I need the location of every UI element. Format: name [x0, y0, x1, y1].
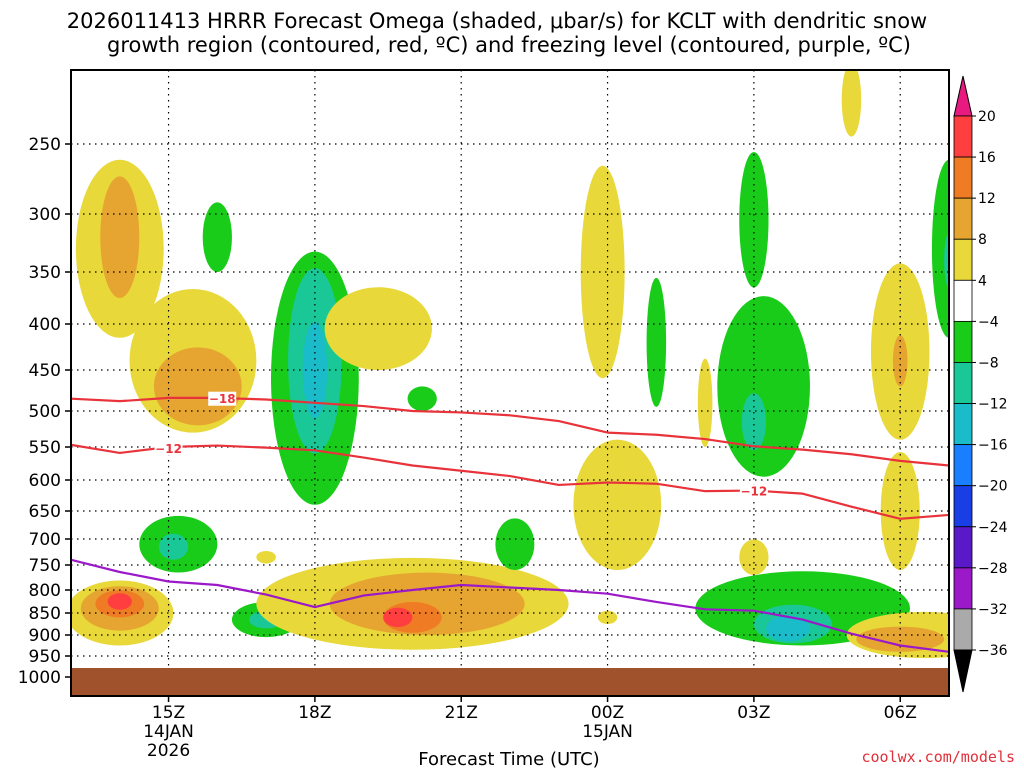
y-tick-label: 350: [29, 263, 61, 283]
colorbar-band: [953, 320, 973, 363]
y-tick-label: 400: [29, 315, 61, 335]
colorbar-top-arrow: [953, 75, 973, 117]
omega-region-1: [100, 176, 140, 298]
y-tick-label: 750: [29, 556, 61, 576]
colorbar-level-label: −24: [978, 520, 1008, 536]
contour-line--12: [71, 443, 949, 520]
x-tick-label: 18Z: [298, 703, 331, 723]
y-tick-label: 950: [29, 647, 61, 667]
omega-region-23: [495, 518, 535, 570]
y-tick-label: 1000: [18, 668, 61, 688]
colorbar-band: [953, 608, 973, 651]
y-tick-label: 250: [29, 135, 61, 155]
x-tick-label: 03Z: [737, 703, 770, 723]
colorbar-band: [953, 403, 973, 446]
colorbar-level-label: −36: [978, 643, 1008, 659]
omega-region-42: [931, 159, 949, 338]
y-tick-label: 600: [29, 471, 61, 491]
omega-region-35: [766, 615, 810, 642]
omega-region-8: [324, 287, 432, 370]
y-axis: 2503003504004505005506006507007508008509…: [18, 135, 71, 688]
omega-region-31: [741, 393, 767, 451]
gridlines: [71, 70, 949, 696]
colorbar-bottom-arrow: [953, 649, 973, 693]
contour-label-bg: [208, 391, 237, 406]
colorbar-band: [953, 526, 973, 569]
colorbar-level-label: −20: [978, 479, 1008, 495]
omega-region-28: [697, 358, 713, 447]
colorbar-band: [953, 485, 973, 528]
omega-region-26: [573, 439, 662, 570]
omega-region-29: [739, 152, 769, 288]
x-tick-label: 06Z: [884, 703, 917, 723]
colorbar-level-label: −16: [978, 438, 1008, 454]
credit-text: coolwx.com/models: [861, 748, 1015, 766]
ground-below-surface: [71, 668, 949, 696]
omega-region-30: [717, 296, 810, 477]
colorbar-level-label: 4: [978, 273, 987, 289]
x-axis-label: Forecast Time (UTC): [418, 749, 599, 768]
y-tick-label: 450: [29, 361, 61, 381]
omega-region-41: [856, 626, 945, 652]
x-tick-label: 15JAN: [582, 722, 633, 742]
colorbar-level-label: 12: [978, 191, 996, 207]
y-tick-label: 850: [29, 604, 61, 624]
y-tick-label: 800: [29, 581, 61, 601]
x-tick-label: 15Z: [152, 703, 185, 723]
chart-title-line-2: growth region (contoured, red, ºC) and f…: [107, 33, 911, 57]
x-tick-label: 00Z: [591, 703, 624, 723]
x-tick-label: 2026: [147, 741, 190, 761]
omega-region-15: [158, 533, 189, 560]
omega-region-38: [892, 335, 908, 387]
colorbar-level-label: 16: [978, 150, 996, 166]
omega-region-22: [383, 607, 413, 628]
y-tick-label: 550: [29, 438, 61, 458]
colorbar-band: [953, 444, 973, 487]
x-tick-label: 21Z: [445, 703, 478, 723]
colorbar-level-label: −28: [978, 561, 1008, 577]
omega-region-25: [646, 277, 667, 407]
colorbar: 20 16 12 8 4 −4 −8 −12 −16 −20 −24 −28 −32 −36: [953, 75, 1008, 693]
omega-region-43: [944, 233, 949, 288]
contour-label--12-b: −12: [741, 485, 768, 499]
contour-label--18: −18: [209, 392, 236, 406]
colorbar-level-label: −32: [978, 602, 1008, 618]
y-tick-label: 900: [29, 626, 61, 646]
colorbar-level-label: −4: [978, 314, 999, 330]
contours: −18 −12 −12: [71, 391, 949, 653]
y-tick-label: 650: [29, 502, 61, 522]
contour-label-bg: [739, 484, 768, 499]
omega-region-18: [256, 550, 276, 564]
contour-label--12: −12: [155, 442, 182, 456]
plot-area: −18 −12 −12: [70, 69, 950, 697]
colorbar-level-label: 20: [978, 109, 996, 125]
colorbar-band: [953, 197, 973, 240]
y-tick-label: 700: [29, 530, 61, 550]
omega-region-36: [841, 70, 862, 137]
omega-region-24: [580, 165, 625, 379]
omega-region-13: [107, 593, 132, 610]
colorbar-band: [953, 279, 973, 322]
colorbar-level-label: −8: [978, 355, 999, 371]
colorbar-band: [953, 362, 973, 404]
contour-line-0: [71, 558, 949, 653]
omega-region-20: [329, 572, 525, 635]
plot-frame: [70, 69, 950, 697]
colorbar-band: [953, 238, 973, 281]
colorbar-level-label: −12: [978, 397, 1008, 413]
colorbar-band: [953, 156, 973, 199]
omega-region-3: [153, 347, 242, 426]
colorbar-band: [953, 567, 973, 610]
colorbar-level-label: 8: [978, 232, 987, 248]
x-tick-label: 14JAN: [143, 722, 194, 742]
colorbar-band: [953, 115, 973, 158]
contour-label-bg: [154, 441, 183, 456]
chart-title-line-1: 2026011413 HRRR Forecast Omega (shaded, …: [67, 9, 927, 33]
y-tick-label: 300: [29, 205, 61, 225]
y-tick-label: 500: [29, 402, 61, 422]
omega-region-9: [407, 386, 437, 412]
omega-region-4: [202, 202, 232, 272]
